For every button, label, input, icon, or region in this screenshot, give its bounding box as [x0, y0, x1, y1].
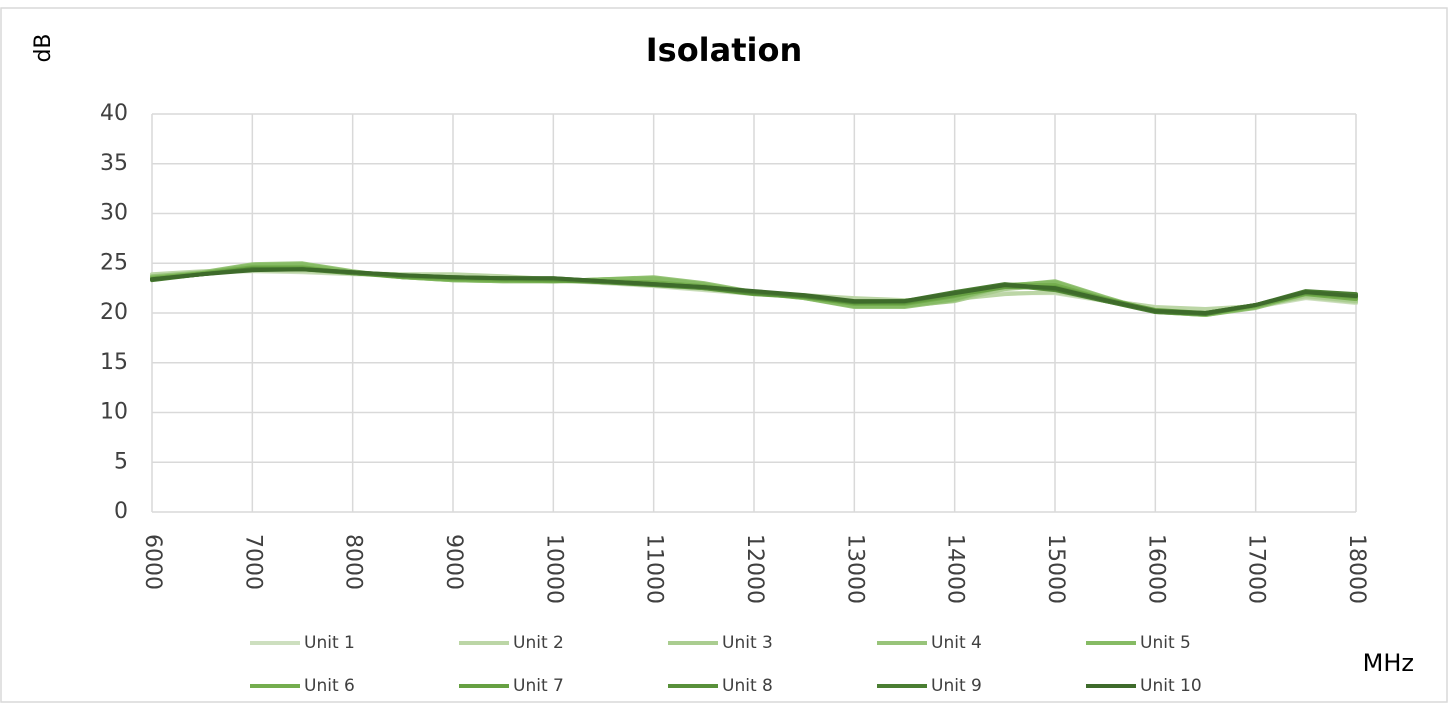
legend-label: Unit 3 [722, 633, 773, 653]
x-tick-label: 17000 [1244, 534, 1269, 604]
x-tick-label: 18000 [1344, 534, 1369, 604]
legend-label: Unit 8 [722, 676, 773, 696]
x-tick-label: 14000 [943, 534, 968, 604]
x-tick-label: 12000 [742, 534, 767, 604]
y-axis-label: dB [31, 33, 56, 62]
x-tick-label: 11000 [642, 534, 667, 604]
y-tick-label: 0 [114, 499, 128, 524]
series-line [150, 267, 1358, 315]
y-tick-label: 20 [100, 300, 128, 325]
x-tick-label: 9000 [441, 534, 466, 590]
x-tick-label: 7000 [240, 534, 265, 590]
x-tick-label: 8000 [341, 534, 366, 590]
y-tick-label: 25 [100, 250, 128, 275]
x-tick-label: 15000 [1043, 534, 1068, 604]
x-tick-label: 13000 [842, 534, 867, 604]
y-tick-label: 35 [100, 151, 128, 176]
x-axis-label: MHz [1363, 649, 1414, 677]
chart-title: Isolation [646, 31, 803, 69]
y-tick-label: 10 [100, 400, 128, 425]
x-tick-label: 10000 [541, 534, 566, 604]
legend-label: Unit 2 [513, 633, 564, 653]
legend-label: Unit 4 [931, 633, 982, 653]
legend-label: Unit 6 [304, 676, 355, 696]
legend-label: Unit 7 [513, 676, 564, 696]
y-tick-label: 40 [100, 101, 128, 126]
y-tick-label: 15 [100, 350, 128, 375]
legend-label: Unit 9 [931, 676, 982, 696]
x-tick-label: 6000 [140, 534, 165, 590]
y-tick-label: 30 [100, 201, 128, 226]
legend-label: Unit 10 [1140, 676, 1202, 696]
legend-label: Unit 5 [1140, 633, 1191, 653]
legend-label: Unit 1 [304, 633, 355, 653]
chart-border [0, 7, 1448, 703]
y-tick-label: 5 [114, 449, 128, 474]
x-tick-label: 16000 [1143, 534, 1168, 604]
